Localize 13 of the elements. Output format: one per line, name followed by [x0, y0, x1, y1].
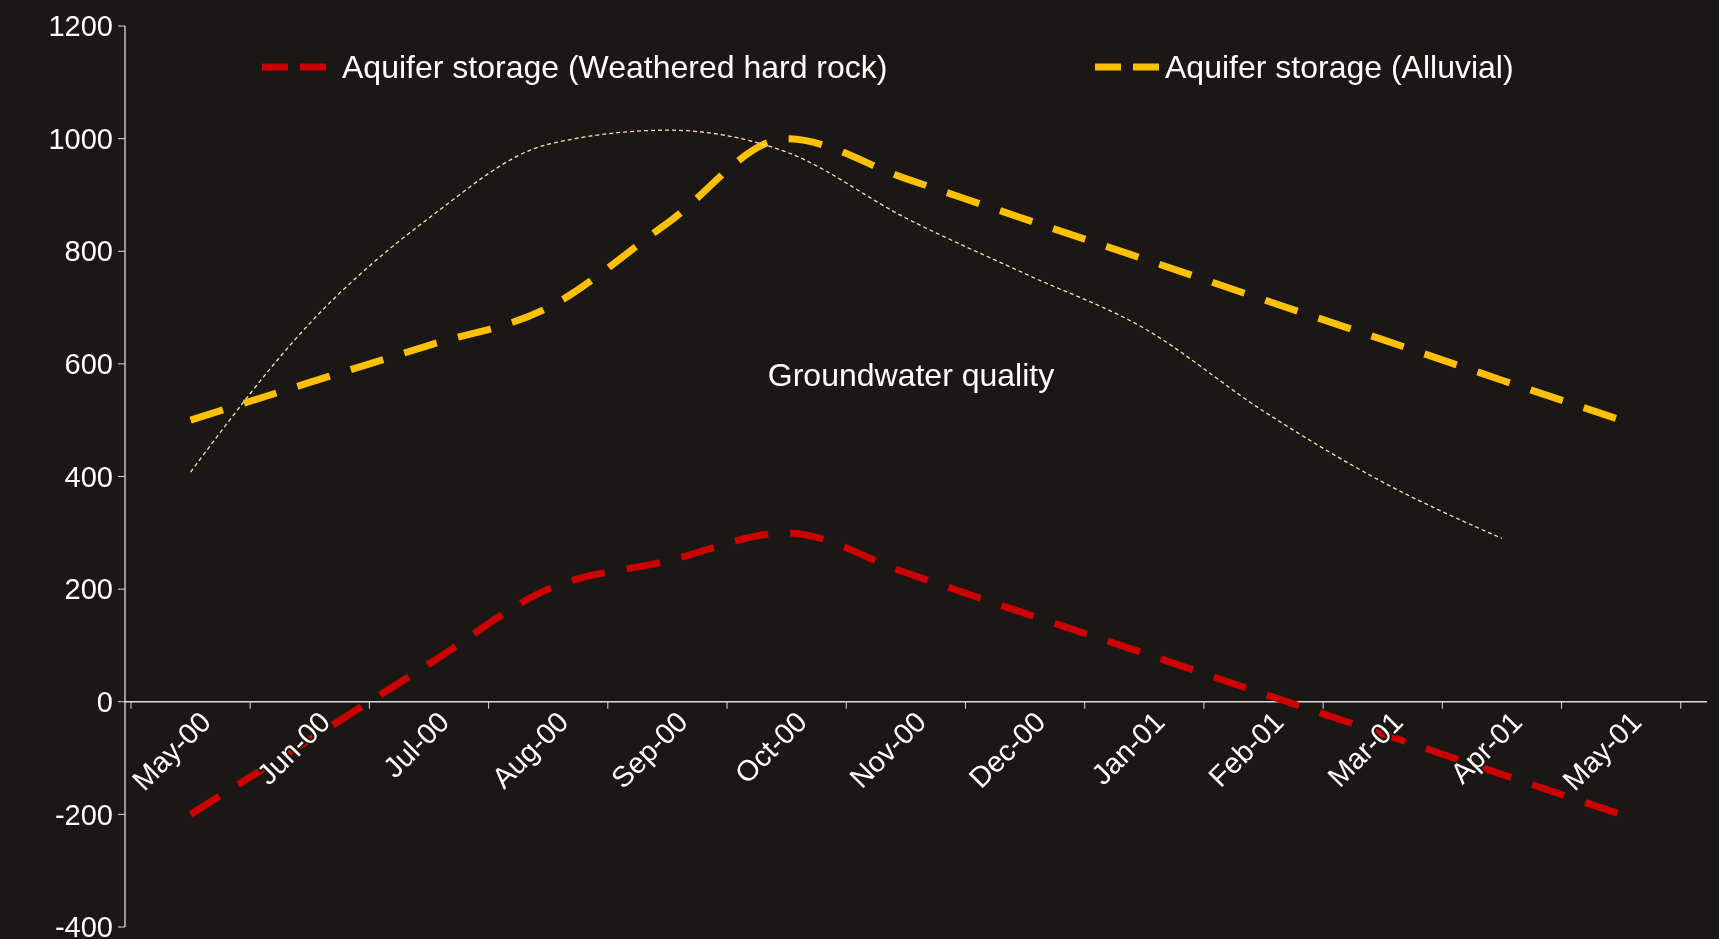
y-tick-label: -200 — [54, 798, 113, 831]
y-tick-label: 1200 — [48, 10, 113, 43]
line-series — [189, 129, 1503, 540]
y-tick-label: 400 — [64, 460, 113, 493]
legend-label: Aquifer storage (Weathered hard rock) — [342, 49, 888, 86]
y-tick-label: 1000 — [48, 122, 113, 155]
y-tick-label: 0 — [96, 685, 113, 718]
annotation: Groundwater quality — [767, 357, 1055, 394]
y-tick-label: 600 — [64, 348, 113, 381]
y-tick-label: 200 — [64, 573, 113, 606]
y-tick-label: -400 — [54, 911, 113, 939]
legend-label: Aquifer storage (Alluvial) — [1165, 49, 1514, 86]
y-tick-label: 800 — [64, 235, 113, 268]
